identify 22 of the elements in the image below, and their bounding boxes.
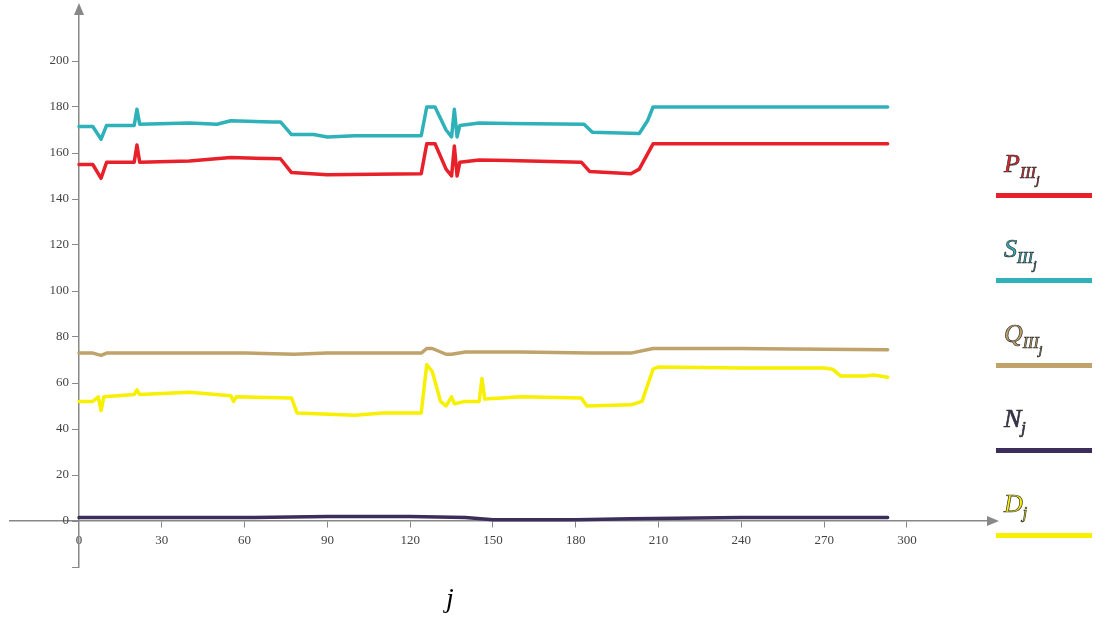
x-tick-label: 150 [483,532,503,548]
x-tick-label: 240 [731,532,752,548]
y-tick-label: 80 [56,328,69,344]
y-tick-label: 60 [56,374,69,390]
x-tick-label: 210 [648,532,669,548]
x-tick-label: 120 [400,532,420,548]
text: D$_{j}$ [1004,489,1028,524]
y-tick-label: 140 [49,190,69,206]
x-tick-label: 180 [566,532,586,548]
y-tick-label: 160 [49,144,69,160]
y-tick-label: 200 [49,52,69,68]
x-tick-label: 60 [238,532,252,548]
y-tick-label: 20 [56,466,69,482]
y-tick-label: 100 [49,282,69,298]
text: N$_{j}$ [1004,404,1026,439]
x-tick-label: 30 [155,532,169,548]
x-tick-label: 300 [897,532,917,548]
y-tick-label: 180 [49,98,69,114]
x-tick-label: 270 [814,532,834,548]
y-tick-label: 40 [56,420,69,436]
y-tick-label: 120 [49,236,69,252]
x-tick-label: 90 [320,532,334,548]
